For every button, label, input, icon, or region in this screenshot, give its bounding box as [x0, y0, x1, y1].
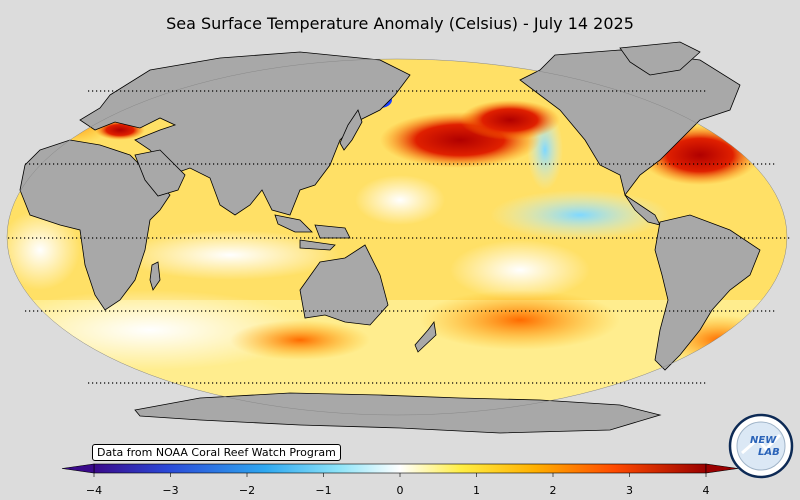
south-america-landmass — [654, 214, 761, 371]
north-america-landmass — [519, 49, 741, 196]
colorbar-tick-label: −1 — [315, 484, 332, 497]
antarctica-landmass — [134, 392, 662, 434]
colorbar-tick-label: 0 — [396, 484, 404, 497]
data-credit-label: Data from NOAA Coral Reef Watch Program — [92, 444, 341, 461]
map-title: Sea Surface Temperature Anomaly (Celsius… — [166, 14, 634, 33]
eurasia-landmass — [79, 51, 411, 216]
australia-landmass — [299, 244, 389, 326]
colorbar-max-extension — [705, 463, 739, 474]
colorbar-gradient — [93, 463, 707, 474]
colorbar-tick-label: −4 — [85, 484, 103, 497]
latitude-lines — [8, 90, 790, 384]
land-masses — [19, 41, 761, 434]
madagascar-landmass — [149, 261, 161, 291]
greenland-landmass — [619, 41, 701, 76]
globe-outline — [6, 58, 788, 416]
colorbar-tick-label: 3 — [626, 484, 633, 497]
lab-logo: NEW LAB — [728, 413, 794, 479]
colorbar-tick-label: 4 — [702, 484, 710, 497]
logo-text-top: NEW — [750, 435, 777, 446]
indonesia-landmass — [274, 214, 351, 251]
colorbar-tick-label: −3 — [162, 484, 179, 497]
colorbar-min-extension — [61, 463, 95, 474]
colorbar-tick-label: 1 — [473, 484, 480, 497]
logo-text-bottom: LAB — [758, 447, 780, 458]
colorbar — [61, 463, 739, 477]
africa-landmass — [19, 139, 171, 311]
new-zealand-landmass — [414, 320, 437, 353]
japan-landmass — [339, 109, 363, 151]
arabia-landmass — [134, 149, 186, 197]
colorbar-tick-label: −2 — [238, 484, 256, 497]
colorbar-tick-label: 2 — [549, 484, 557, 497]
colorbar-ticks — [93, 473, 707, 477]
